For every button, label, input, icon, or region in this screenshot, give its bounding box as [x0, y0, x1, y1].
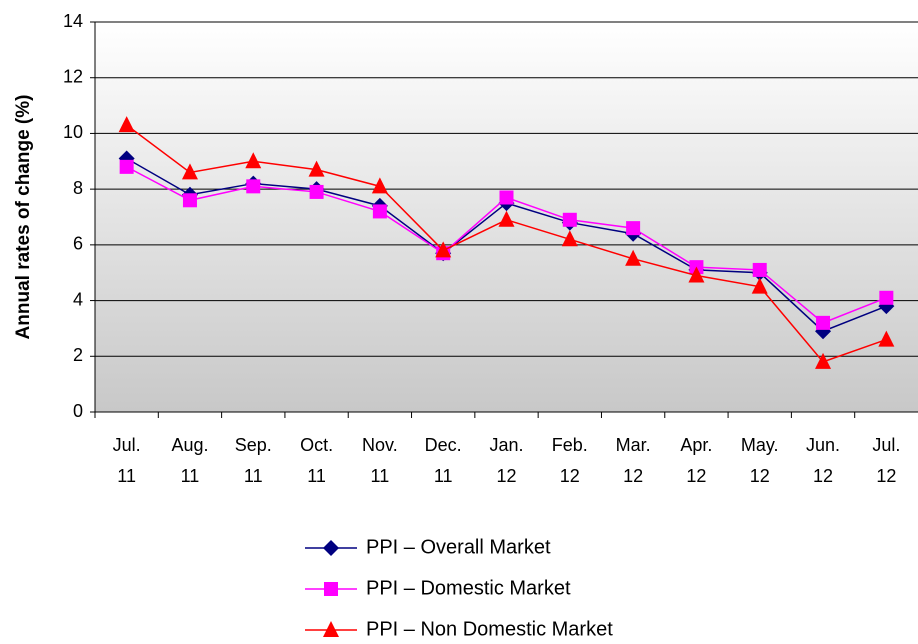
y-axis-label: Annual rates of change (%)	[13, 95, 34, 340]
x-tick-label: Mar. 12	[616, 435, 651, 486]
x-tick-label: Feb. 12	[552, 435, 588, 486]
marker	[562, 212, 577, 227]
marker	[752, 262, 767, 277]
x-tick-label: Aug. 11	[171, 435, 208, 486]
marker	[245, 152, 262, 169]
y-tick-label: 4	[73, 289, 83, 309]
marker	[878, 330, 895, 347]
marker	[371, 177, 388, 194]
marker	[435, 241, 452, 258]
legend-label: PPI – Non Domestic Market	[366, 618, 613, 640]
x-tick-label: Nov. 11	[362, 435, 398, 486]
marker	[181, 163, 198, 180]
y-tick-label: 14	[63, 11, 83, 31]
marker	[816, 315, 831, 330]
marker	[879, 290, 894, 305]
marker	[498, 210, 515, 227]
marker	[246, 179, 261, 194]
marker	[372, 204, 387, 219]
marker	[119, 159, 134, 174]
x-tick-label: Jun. 12	[806, 435, 840, 486]
y-tick-label: 0	[73, 401, 83, 421]
y-tick-label: 6	[73, 234, 83, 254]
marker	[118, 116, 135, 133]
legend-label: PPI – Overall Market	[366, 536, 551, 558]
legend-label: PPI – Domestic Market	[366, 577, 571, 599]
x-tick-label: Jul. 11	[113, 435, 141, 486]
marker	[625, 249, 642, 266]
x-tick-label: Sep. 11	[235, 435, 272, 486]
y-tick-label: 8	[73, 178, 83, 198]
marker	[688, 266, 705, 283]
y-tick-label: 2	[73, 345, 83, 365]
marker	[815, 352, 832, 369]
marker	[499, 190, 514, 205]
y-tick-label: 10	[63, 122, 83, 142]
marker	[308, 160, 325, 177]
marker	[626, 221, 641, 236]
marker	[182, 193, 197, 208]
marker	[561, 230, 578, 247]
x-tick-label: Jan. 12	[489, 435, 523, 486]
x-tick-label: Apr. 12	[680, 435, 712, 486]
marker	[309, 184, 324, 199]
marker	[324, 582, 338, 596]
marker	[751, 277, 768, 294]
x-tick-label: Jul. 12	[872, 435, 900, 486]
x-tick-label: Dec. 11	[425, 435, 462, 486]
x-tick-label: May. 12	[741, 435, 779, 486]
y-tick-label: 12	[63, 66, 83, 86]
marker	[323, 540, 339, 556]
x-tick-label: Oct. 11	[300, 435, 333, 486]
marker	[323, 621, 339, 637]
